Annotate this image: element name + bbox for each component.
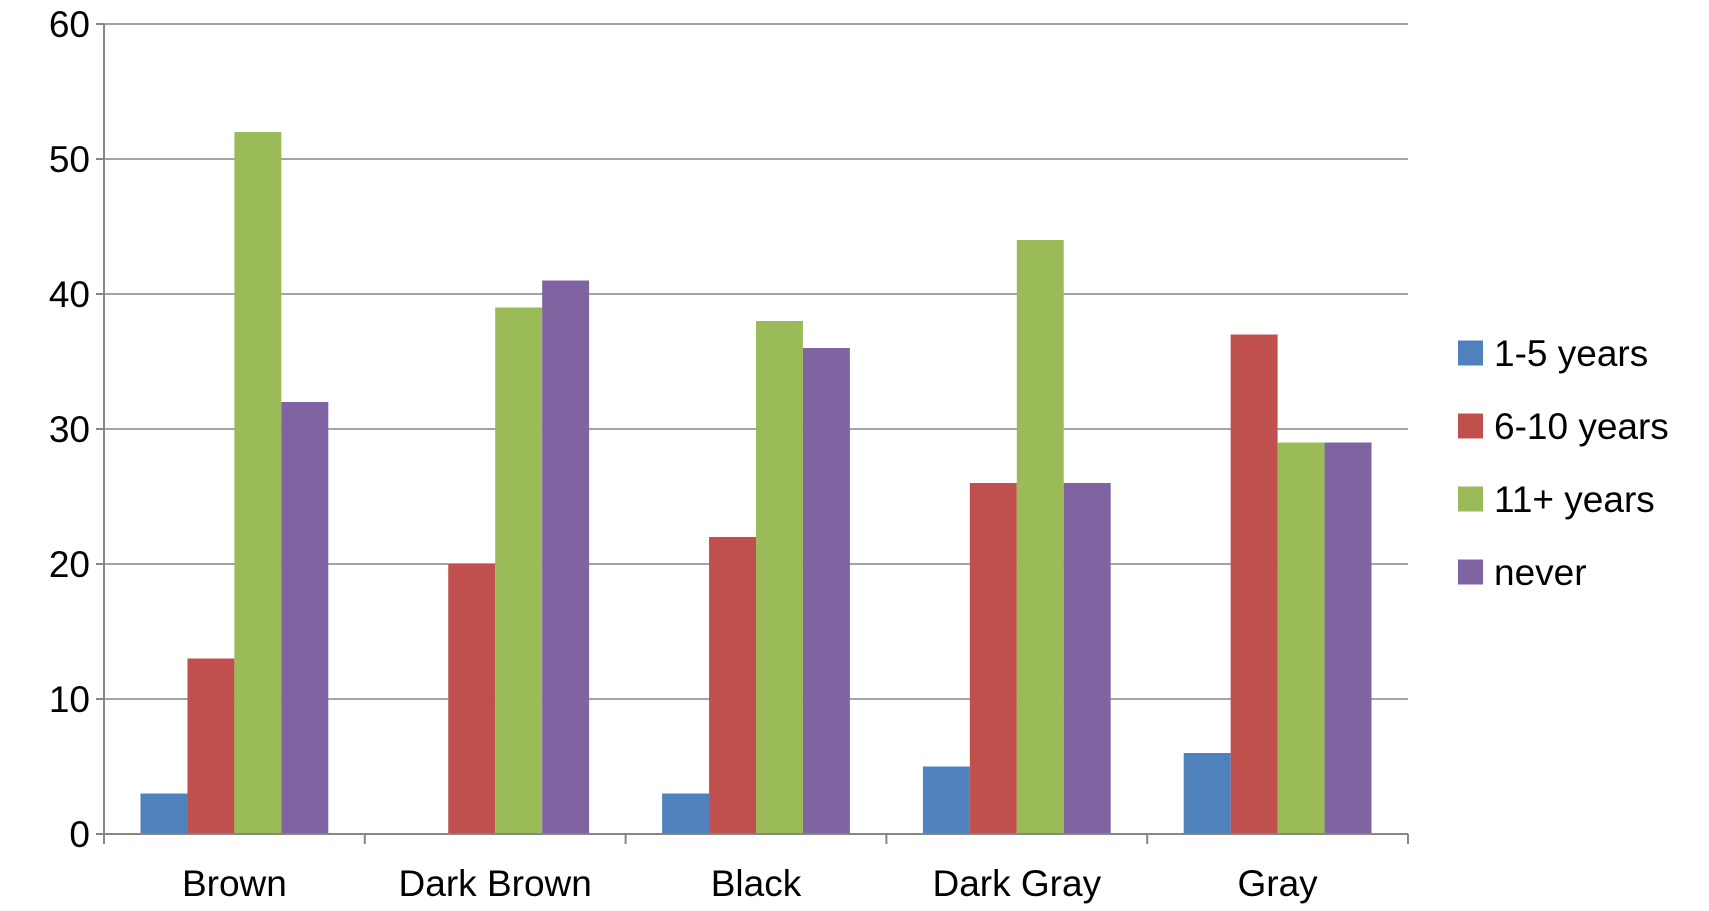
bar — [1230, 334, 1278, 834]
x-tick-label: Dark Gray — [933, 863, 1102, 904]
legend-swatch — [1458, 413, 1483, 439]
legend-swatch — [1458, 340, 1483, 366]
bar — [140, 793, 188, 834]
legend: 1-5 years 6-10 years 11+ years never — [1458, 333, 1669, 593]
bar — [448, 564, 496, 834]
y-tick-label: 10 — [49, 679, 90, 720]
x-tick-label: Gray — [1238, 863, 1319, 904]
y-tick-label: 0 — [69, 814, 90, 855]
x-tick-labels: Brown Dark Brown Black Dark Gray Gray — [182, 863, 1318, 904]
bar — [922, 766, 970, 834]
y-tick-label: 30 — [49, 409, 90, 450]
bar — [756, 321, 803, 834]
legend-swatch — [1458, 486, 1483, 512]
legend-label: never — [1494, 552, 1587, 593]
bar — [187, 658, 235, 834]
y-tick-labels: 0 10 20 30 40 50 60 — [49, 4, 90, 855]
bar — [1277, 442, 1325, 834]
bar — [495, 307, 543, 834]
bar — [281, 402, 329, 834]
y-tick-label: 40 — [49, 274, 90, 315]
x-tick-label: Black — [711, 863, 802, 904]
x-tick-label: Brown — [182, 863, 287, 904]
legend-label: 6-10 years — [1494, 406, 1669, 447]
bar — [1183, 753, 1231, 834]
legend-label: 11+ years — [1494, 479, 1655, 520]
legend-swatch — [1458, 559, 1483, 585]
bar — [1016, 240, 1064, 834]
bar — [1324, 442, 1372, 834]
bar — [662, 793, 710, 834]
bar — [1063, 483, 1111, 834]
y-tick-label: 50 — [49, 139, 90, 180]
axes — [96, 23, 1409, 844]
bar — [542, 280, 590, 834]
bar — [234, 132, 282, 834]
legend-label: 1-5 years — [1494, 333, 1648, 374]
x-tick-label: Dark Brown — [399, 863, 592, 904]
y-tick-label: 20 — [49, 544, 90, 585]
bar — [802, 348, 850, 834]
bar — [709, 537, 756, 834]
y-tick-label: 60 — [49, 4, 90, 45]
bars — [140, 132, 1372, 834]
bar — [969, 483, 1017, 834]
